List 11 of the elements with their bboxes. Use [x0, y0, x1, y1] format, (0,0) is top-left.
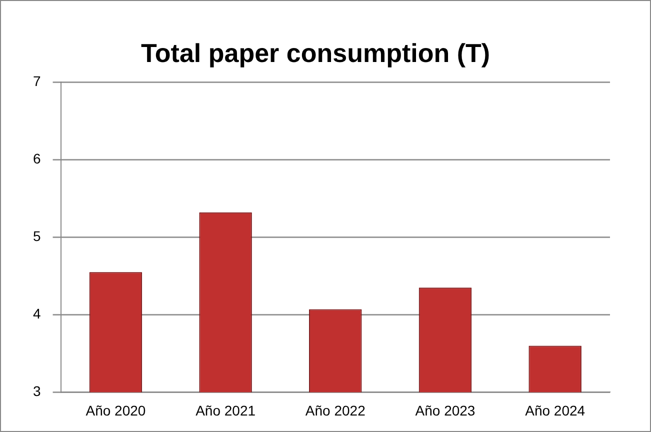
chart-title: Total paper consumption (T) — [140, 38, 490, 68]
y-tick-label: 3 — [32, 383, 41, 400]
x-tick-label: Año 2024 — [525, 402, 586, 418]
y-tick-label: 7 — [32, 73, 41, 90]
x-tick-label: Año 2023 — [415, 402, 476, 418]
y-tick-label: 4 — [32, 306, 41, 322]
x-tick-label: Año 2021 — [196, 402, 256, 418]
x-tick-label: Año 2022 — [305, 402, 366, 418]
y-tick-label: 5 — [32, 228, 41, 244]
x-tick-label: Año 2020 — [86, 402, 146, 418]
y-tick-label: 6 — [32, 150, 41, 167]
